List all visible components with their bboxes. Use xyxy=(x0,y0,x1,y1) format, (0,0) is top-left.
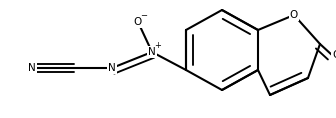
Text: N: N xyxy=(108,63,116,73)
Text: O: O xyxy=(332,50,336,60)
Text: O: O xyxy=(134,17,142,27)
Text: −: − xyxy=(140,11,148,21)
Text: O: O xyxy=(290,10,298,20)
Text: N: N xyxy=(28,63,36,73)
Text: N: N xyxy=(148,47,156,57)
Text: +: + xyxy=(155,42,161,51)
